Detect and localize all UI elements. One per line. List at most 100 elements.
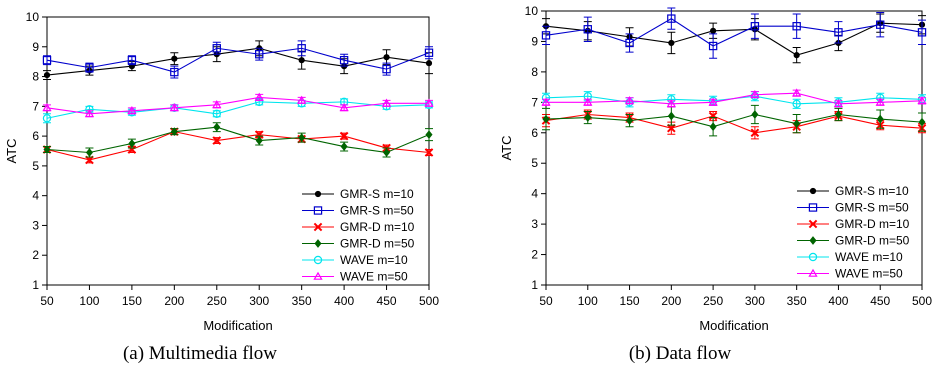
data-point [792,88,802,97]
data-point [583,25,592,34]
data-point [255,50,264,59]
data-point [424,48,434,57]
series-line [546,92,923,105]
legend-marker [313,271,323,280]
error-bar [542,25,550,45]
data-point [667,14,676,23]
legend-label: WAVE m=50 [835,267,903,281]
y-tick-label: 6 [32,129,39,143]
series-wave-m-10 [42,97,434,124]
x-tick-label: 100 [578,294,598,308]
error-bar [918,19,926,45]
data-point [84,108,95,118]
data-point [212,44,221,53]
legend-label: GMR-S m=50 [340,204,414,218]
data-point [708,111,718,121]
data-point [710,27,717,34]
legend-marker [313,206,323,215]
data-point [169,103,179,112]
y-tick-label: 7 [531,95,538,109]
data-point [750,22,760,31]
data-point [833,99,844,108]
data-point [918,117,926,127]
x-tick-label: 50 [40,294,54,308]
error-bar [625,33,634,53]
series-line [545,17,923,47]
data-point [298,57,305,64]
y-tick-label: 8 [531,65,538,79]
data-point [127,55,137,65]
series-line [46,101,430,119]
data-point [876,114,884,124]
y-tick-label: 1 [32,278,39,292]
data-point [708,41,718,51]
x-axis-label: Modification [203,318,272,333]
data-point [383,148,391,157]
series-line [46,126,430,154]
data-point [85,63,94,72]
series-gmr-s-m-10 [542,13,926,64]
series-gmr-d-m-10 [541,109,927,140]
x-tick-label: 350 [292,294,312,308]
data-point [751,110,759,119]
x-tick-label: 450 [377,294,397,308]
y-tick-label: 9 [531,34,538,48]
chart-panel-data-flow: 1 2 3 4 5 6 7 8 9 10 50 100 150 200 250 300 350 400 450 500… [499,4,932,364]
data-point [792,22,801,31]
data-point [127,145,137,154]
figure-caption: (a) Multimedia flow [123,343,277,364]
data-point [583,97,593,106]
legend-marker [313,255,323,265]
data-point [708,97,718,106]
x-tick-label: 250 [703,294,723,308]
legend-marker [314,239,322,248]
legend-label: GMR-D m=10 [835,217,910,231]
data-point [43,71,51,79]
data-point [382,64,391,74]
data-point [541,31,551,40]
figure-caption: (b) Data flow [629,343,732,364]
legend-marker [808,219,818,229]
series-line [545,22,923,56]
data-point [254,92,264,101]
legend-label: GMR-D m=50 [340,237,415,251]
data-point [424,98,434,107]
data-point [625,38,634,48]
data-point [666,99,676,108]
data-point [42,103,52,112]
legend-marker [809,187,817,195]
error-bar [792,13,801,39]
legend-marker [808,252,818,262]
y-tick-label: 10 [525,4,539,18]
y-tick-label: 9 [32,40,39,54]
data-point [255,136,263,145]
data-point [127,105,137,115]
x-tick-label: 500 [419,294,439,308]
y-tick-label: 5 [531,156,538,170]
data-point [171,55,178,62]
series-gmr-s-m-50 [541,7,927,59]
data-point [750,89,760,99]
y-tick-label: 2 [32,248,39,262]
x-tick-label: 150 [620,294,640,308]
series-gmr-d-m-50 [542,104,926,137]
legend-label: GMR-D m=10 [340,220,415,234]
y-tick-label: 4 [531,187,538,201]
data-point [917,28,927,37]
x-tick-label: 200 [661,294,681,308]
error-bar [127,55,136,66]
data-point [876,20,885,29]
legend-marker [313,222,323,232]
series-line [46,47,430,76]
x-axis-label: Modification [699,318,768,333]
y-tick-label: 7 [32,99,39,113]
x-tick-label: 150 [122,294,142,308]
data-point [875,97,885,106]
data-point [297,95,307,104]
data-point [792,99,801,109]
y-tick-label: 3 [531,217,538,231]
legend-label: GMR-S m=10 [835,184,909,198]
plot-frame [545,10,923,286]
y-tick-label: 3 [32,218,39,232]
